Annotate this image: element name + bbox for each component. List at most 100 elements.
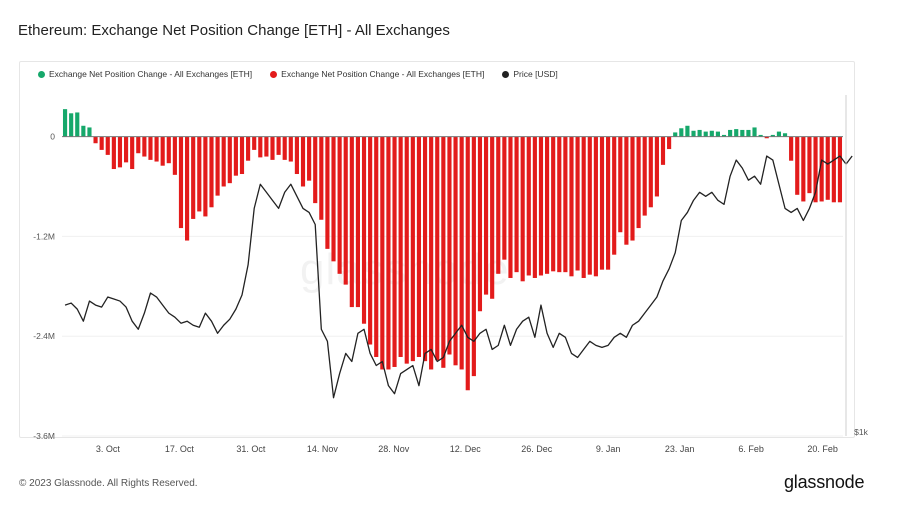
bar-inflow	[740, 129, 745, 137]
bar-outflow	[416, 136, 422, 357]
bar-outflow	[502, 136, 507, 260]
chart-title: Ethereum: Exchange Net Position Change […	[18, 22, 450, 39]
bar-outflow	[654, 136, 659, 197]
bar-outflow	[93, 136, 98, 144]
bar-outflow	[441, 136, 446, 368]
bar-outflow	[538, 136, 544, 276]
bar-outflow	[667, 136, 672, 150]
bar-inflow	[62, 109, 68, 137]
bar-outflow	[185, 136, 190, 241]
bar-outflow	[526, 136, 531, 276]
legend-item-inflow[interactable]: Exchange Net Position Change - All Excha…	[38, 69, 252, 79]
bar-inflow	[721, 134, 727, 137]
bar-outflow	[465, 136, 470, 391]
bar-outflow	[349, 136, 354, 308]
bar-outflow	[514, 136, 519, 273]
bar-outflow	[593, 136, 598, 277]
bar-outflow	[331, 136, 336, 262]
bar-outflow	[831, 136, 836, 203]
bar-outflow	[422, 136, 428, 362]
bar-outflow	[490, 136, 495, 299]
bar-inflow	[782, 133, 788, 137]
bar-inflow	[679, 128, 684, 137]
bar-outflow	[471, 136, 476, 377]
bar-outflow	[154, 136, 159, 162]
bar-inflow	[691, 130, 696, 137]
bar-inflow	[776, 131, 782, 137]
bar-outflow	[386, 136, 391, 370]
bar-outflow	[148, 136, 153, 160]
bar-outflow	[453, 136, 458, 366]
bar-outflow	[337, 136, 342, 274]
bar-inflow	[673, 132, 678, 137]
y-tick-label: -3.6M	[33, 431, 55, 441]
bar-outflow	[544, 136, 550, 274]
bar-outflow	[477, 136, 483, 312]
x-tick-label: 9. Jan	[596, 444, 621, 454]
price-line	[64, 155, 853, 399]
bar-outflow	[789, 136, 794, 161]
bar-outflow	[404, 136, 409, 364]
bar-outflow	[380, 136, 385, 370]
bar-outflow	[111, 136, 116, 170]
bar-inflow	[746, 129, 751, 137]
bar-outflow	[136, 136, 141, 154]
brand-logo: glassnode	[784, 472, 865, 492]
bar-outflow	[130, 136, 135, 170]
bar-outflow	[587, 136, 592, 275]
bar-inflow	[81, 125, 86, 137]
bar-outflow	[551, 136, 556, 272]
bar-outflow	[221, 136, 226, 187]
bar-outflow	[429, 136, 434, 370]
bar-outflow	[575, 136, 580, 271]
bar-inflow	[69, 113, 74, 137]
x-tick-label: 14. Nov	[307, 444, 339, 454]
bar-outflow	[325, 136, 330, 249]
bar-outflow	[313, 136, 318, 204]
legend-item-price[interactable]: Price [USD]	[502, 69, 558, 79]
bar-outflow	[227, 136, 232, 184]
bar-outflow	[648, 136, 653, 208]
bar-outflow	[410, 136, 415, 362]
bar-inflow	[703, 131, 708, 137]
bar-outflow	[319, 136, 324, 220]
legend-dot-black	[502, 70, 510, 78]
copyright-text: © 2023 Glassnode. All Rights Reserved.	[19, 478, 198, 489]
right-axis-label: $1k	[854, 427, 868, 437]
x-tick-label: 12. Dec	[450, 444, 482, 454]
x-tick-label: 6. Feb	[738, 444, 764, 454]
bar-outflow	[270, 136, 275, 160]
legend-dot-green	[38, 70, 45, 78]
bar-outflow	[258, 136, 263, 158]
bar-outflow	[252, 136, 257, 150]
bar-outflow	[105, 136, 110, 155]
bar-outflow	[563, 136, 568, 273]
bar-inflow	[75, 112, 80, 137]
bar-outflow	[813, 136, 818, 203]
bar-outflow	[282, 136, 287, 160]
bar-inflow	[709, 130, 714, 137]
bar-outflow	[392, 136, 397, 367]
bar-outflow	[459, 136, 464, 370]
bar-outflow	[581, 136, 586, 278]
bar-inflow	[697, 129, 702, 137]
legend-item-outflow[interactable]: Exchange Net Position Change - All Excha…	[270, 69, 484, 79]
bar-outflow	[618, 136, 623, 233]
bar-outflow	[239, 136, 245, 175]
x-tick-label: 26. Dec	[521, 444, 553, 454]
legend-dot-red	[270, 70, 278, 78]
bar-outflow	[264, 136, 269, 157]
bar-outflow	[307, 136, 312, 181]
x-tick-label: 23. Jan	[665, 444, 695, 454]
bar-outflow	[398, 136, 403, 357]
legend-label: Exchange Net Position Change - All Excha…	[281, 69, 485, 79]
bar-outflow	[166, 136, 171, 164]
bar-inflow	[728, 129, 733, 137]
bar-outflow	[368, 136, 373, 345]
bar-outflow	[496, 136, 501, 274]
bar-inflow	[87, 127, 92, 137]
bar-outflow	[606, 136, 611, 270]
y-tick-label: 0	[50, 132, 55, 142]
bar-inflow	[734, 129, 739, 137]
bar-outflow	[819, 136, 824, 202]
